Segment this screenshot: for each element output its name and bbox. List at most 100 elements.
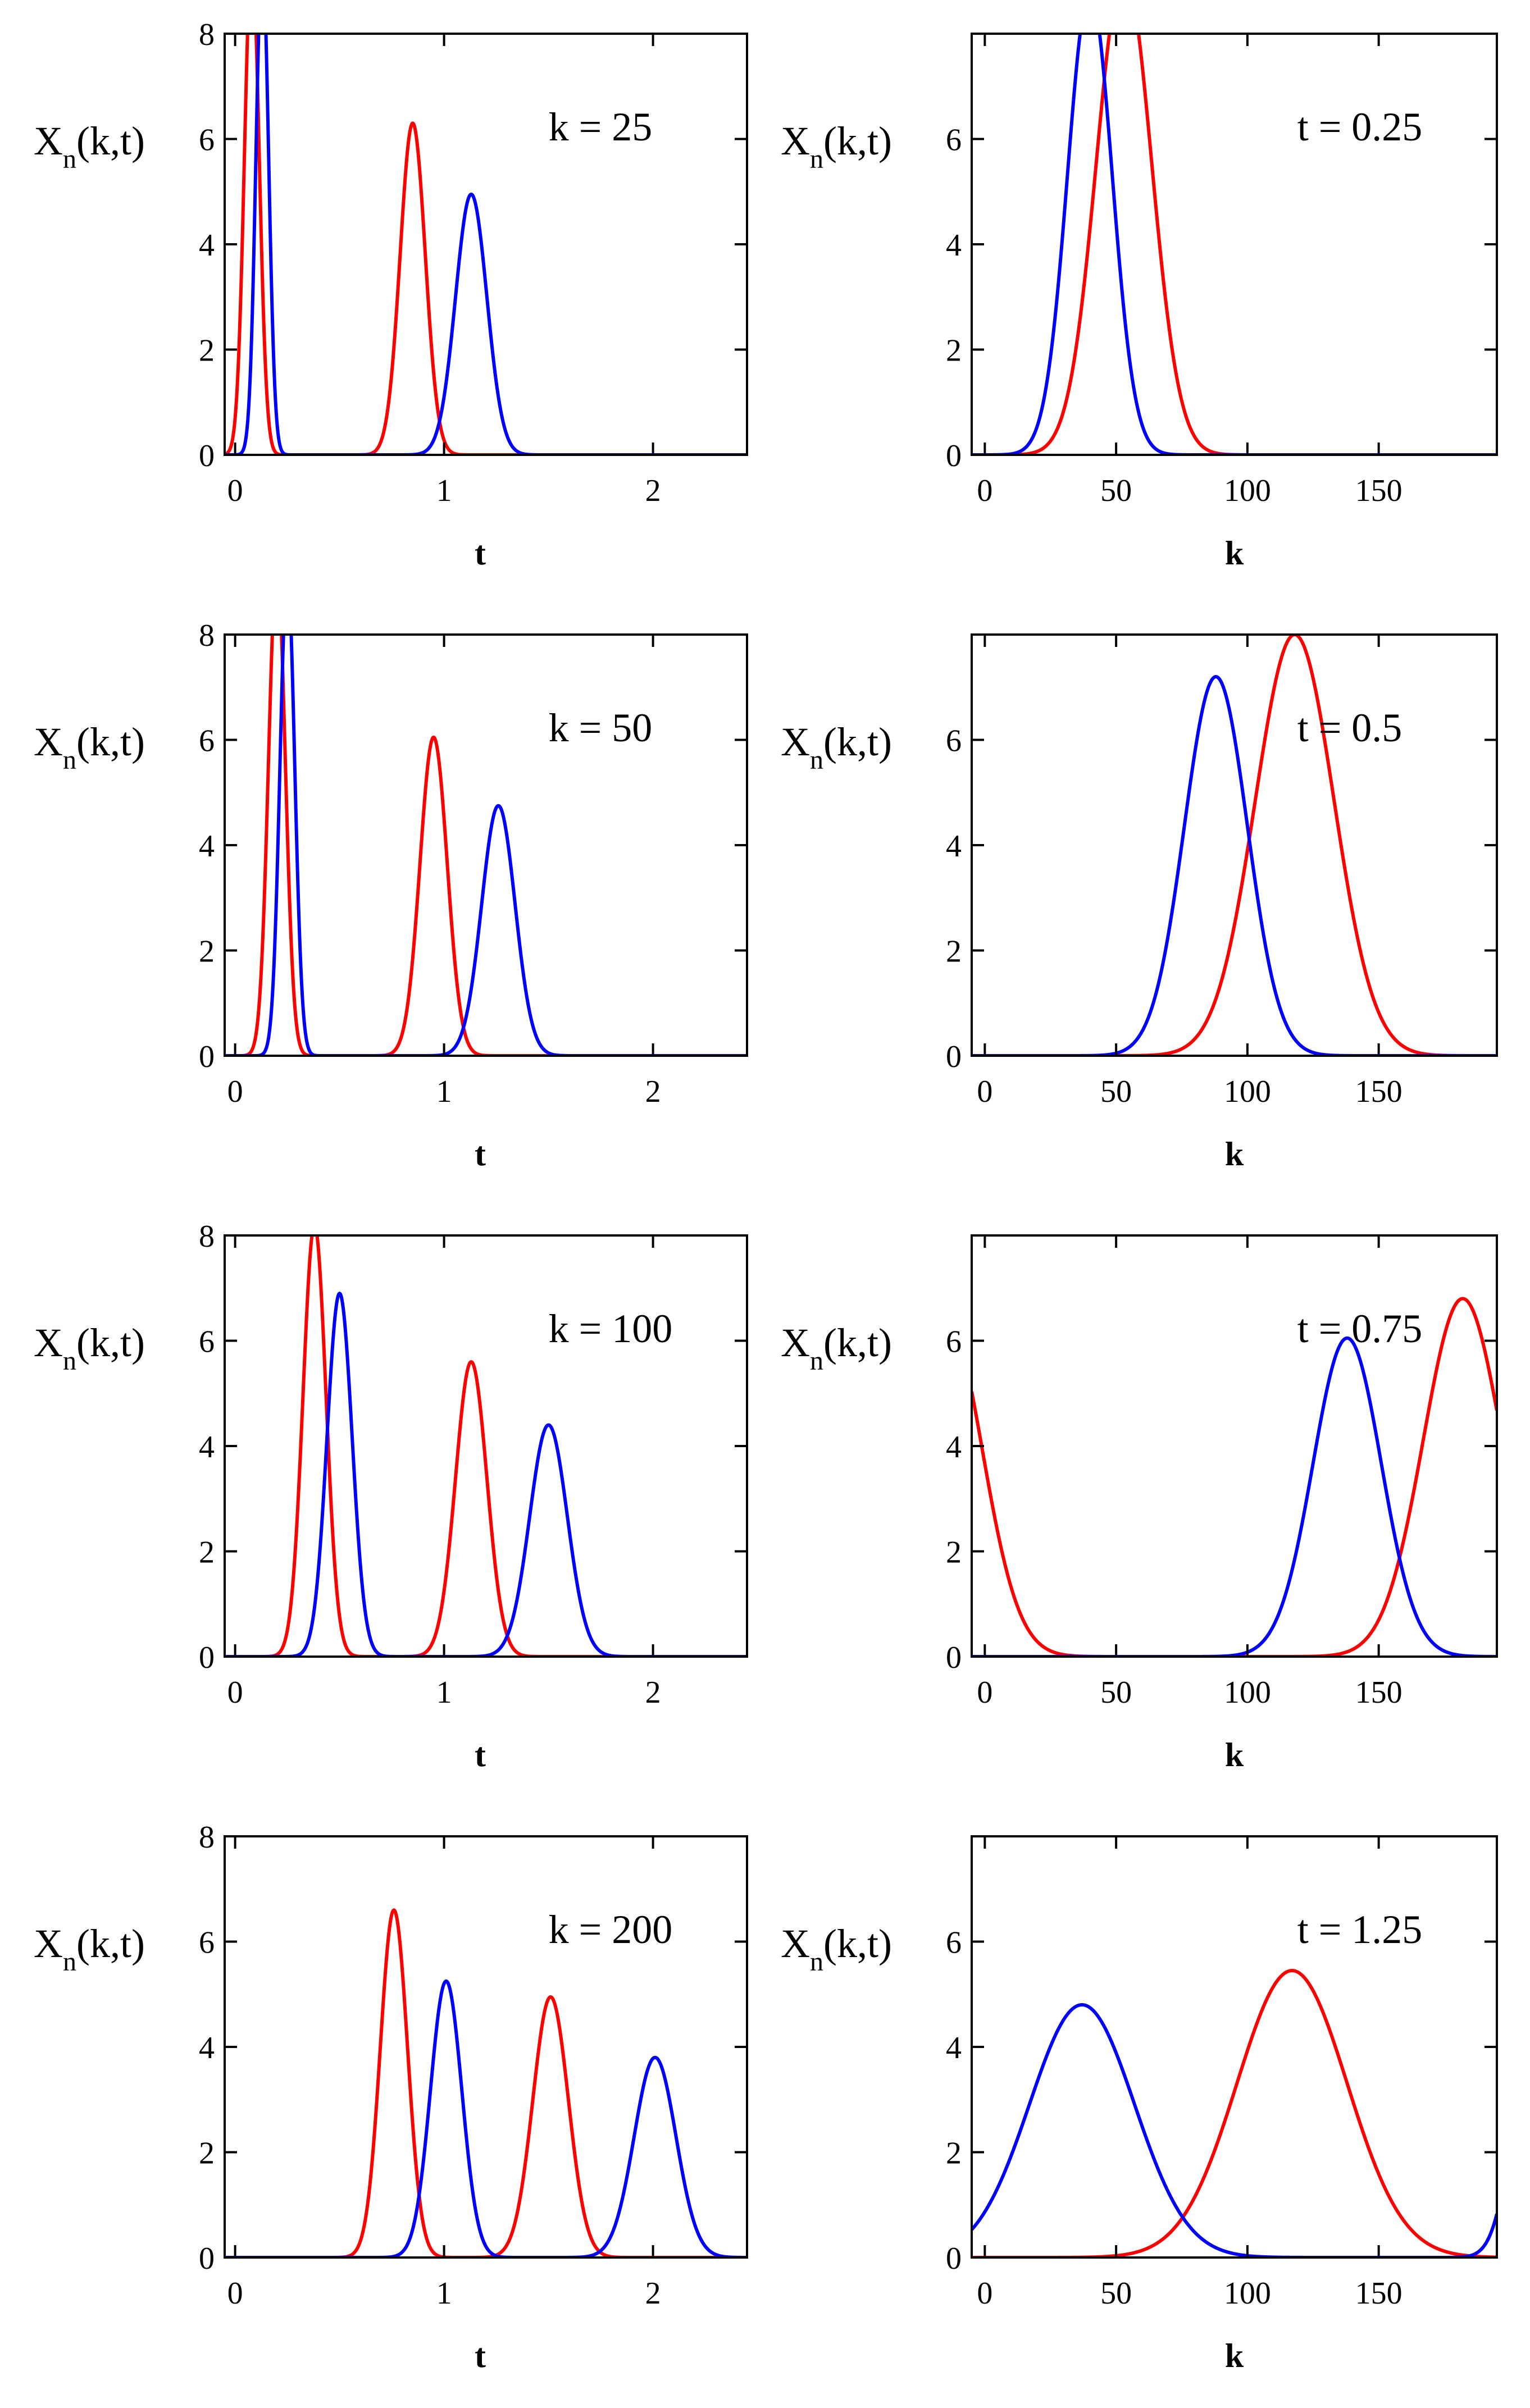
y-tick-label: 2 [199, 1535, 215, 1570]
x-tick-label: 1 [436, 1675, 452, 1710]
series-blue-line [225, 34, 747, 455]
x-tick-label: 150 [1355, 473, 1402, 508]
x-axis-label: t [475, 2337, 486, 2374]
x-tick-label: 2 [645, 2276, 661, 2311]
panel-annotation: t = 0.75 [1297, 1306, 1423, 1351]
panel-annotation: k = 25 [549, 104, 653, 149]
x-tick-label: 1 [436, 473, 452, 508]
plot-frame [224, 33, 748, 456]
x-tick-label: 0 [227, 1074, 243, 1109]
y-axis-label: Xn(k,t) [34, 1921, 145, 1977]
y-tick-label: 4 [199, 1430, 215, 1465]
y-tick-label: 0 [199, 2241, 215, 2276]
x-tick-label: 0 [227, 2276, 243, 2311]
y-tick-label: 2 [946, 1535, 962, 1570]
y-axis-label: Xn(k,t) [34, 118, 145, 174]
series-red-line [972, 34, 1497, 455]
y-axis-label: Xn(k,t) [781, 1921, 892, 1977]
x-tick-label: 50 [1100, 473, 1132, 508]
series-red-line [225, 34, 747, 455]
chart-panel-8: 0 2 4 6 0 50 100 150 k Xn(k,t) t = 1.25 [781, 1835, 1498, 2374]
y-tick-label: 2 [946, 934, 962, 969]
plot-area [225, 34, 747, 455]
x-tick-label: 1 [436, 1074, 452, 1109]
y-tick-label: 6 [199, 1926, 215, 1960]
y-tick-label: 2 [199, 334, 215, 368]
y-tick-label: 6 [946, 123, 962, 158]
series-blue-line [972, 1336, 1497, 1657]
plot-frame [971, 33, 1498, 456]
chart-panel-1: 0 2 4 6 8 0 1 2 t Xn(k,t) k = 25 [34, 17, 748, 572]
x-tick-label: 150 [1355, 1074, 1402, 1109]
x-tick-label: 100 [1224, 1675, 1271, 1710]
y-tick-label: 6 [946, 1926, 962, 1960]
series-blue-line [225, 635, 747, 1056]
y-axis-label: Xn(k,t) [34, 719, 145, 775]
x-axis-label: k [1225, 2337, 1244, 2374]
x-tick-label: 50 [1100, 1074, 1132, 1109]
chart-panel-7: 0 2 4 6 8 0 1 2 t Xn(k,t) k = 200 [34, 1820, 748, 2374]
y-axis-label: Xn(k,t) [781, 118, 892, 174]
panel-annotation: t = 0.5 [1297, 705, 1402, 750]
y-tick-label: 4 [199, 829, 215, 864]
series-red-line [972, 1969, 1497, 2258]
chart-panel-3: 0 2 4 6 8 0 1 2 t Xn(k,t) k = 50 [34, 618, 748, 1173]
plot-area [225, 1235, 747, 1657]
y-tick-label: 0 [199, 1039, 215, 1074]
panel-annotation: k = 200 [549, 1907, 673, 1952]
y-tick-label: 2 [946, 2136, 962, 2171]
series-red-line [225, 1235, 747, 1657]
chart-panel-2: 0 2 4 6 0 50 100 150 k Xn(k,t) t = 0.25 [781, 33, 1498, 572]
x-tick-label: 100 [1224, 473, 1271, 508]
chart-panel-6: 0 2 4 6 0 50 100 150 k Xn(k,t) t = 0.75 [781, 1234, 1498, 1773]
x-axis-label: t [475, 1736, 486, 1773]
x-tick-label: 0 [977, 1675, 992, 1710]
x-tick-label: 2 [645, 473, 661, 508]
x-tick-label: 2 [645, 1074, 661, 1109]
y-tick-label: 8 [199, 1820, 215, 1855]
x-tick-label: 2 [645, 1675, 661, 1710]
y-tick-label: 4 [946, 2031, 962, 2065]
series-blue-line [972, 675, 1497, 1056]
y-tick-label: 8 [199, 618, 215, 653]
x-tick-label: 0 [977, 473, 992, 508]
plot-area [225, 635, 747, 1056]
x-axis-label: t [475, 535, 486, 572]
plot-area [972, 34, 1497, 455]
x-tick-label: 150 [1355, 1675, 1402, 1710]
plot-frame [224, 1234, 748, 1658]
y-tick-label: 8 [199, 17, 215, 52]
plot-area [972, 1297, 1497, 1657]
series-red-line [972, 635, 1497, 1056]
y-tick-label: 4 [199, 228, 215, 263]
y-tick-label: 6 [199, 1325, 215, 1360]
y-tick-label: 4 [946, 228, 962, 263]
series-blue-line [972, 2003, 1497, 2258]
y-tick-label: 0 [199, 1640, 215, 1675]
x-tick-label: 1 [436, 2276, 452, 2311]
x-axis-label: t [475, 1135, 486, 1173]
y-tick-label: 0 [946, 1640, 962, 1675]
x-tick-label: 150 [1355, 2276, 1402, 2311]
x-tick-label: 50 [1100, 2276, 1132, 2311]
x-axis-label: k [1225, 535, 1244, 572]
y-tick-label: 4 [199, 2031, 215, 2065]
y-tick-label: 6 [199, 724, 215, 759]
chart-panel-4: 0 2 4 6 0 50 100 150 k Xn(k,t) t = 0.5 [781, 633, 1498, 1173]
plot-frame [971, 633, 1498, 1057]
x-tick-label: 0 [977, 1074, 992, 1109]
x-tick-label: 0 [227, 1675, 243, 1710]
y-tick-label: 4 [946, 1430, 962, 1465]
y-axis-label: Xn(k,t) [781, 1320, 892, 1376]
series-blue-line [972, 34, 1497, 455]
x-axis-label: k [1225, 1135, 1244, 1173]
x-tick-label: 0 [977, 2276, 992, 2311]
plot-area [972, 635, 1497, 1056]
y-tick-label: 0 [946, 1039, 962, 1074]
y-tick-label: 8 [199, 1219, 215, 1254]
plot-area [225, 1908, 747, 2258]
series-blue-line [225, 1979, 747, 2258]
y-tick-label: 0 [946, 439, 962, 473]
plot-frame [224, 1835, 748, 2259]
series-red-line [972, 1297, 1497, 1657]
